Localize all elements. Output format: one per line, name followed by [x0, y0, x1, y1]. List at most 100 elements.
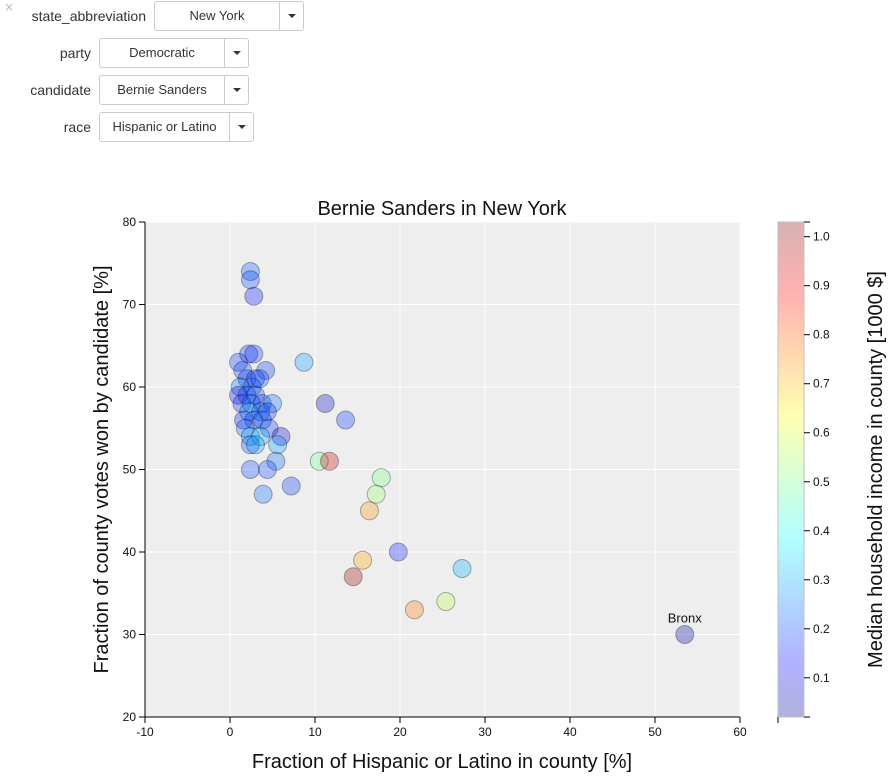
data-point: [246, 385, 265, 405]
party-dropdown-toggle[interactable]: [224, 39, 248, 67]
data-point: [294, 352, 314, 372]
colorbar-tick-label: 0.6: [813, 426, 830, 440]
race-dropdown-toggle[interactable]: [229, 113, 253, 141]
data-point: [251, 427, 271, 446]
data-point: [246, 435, 265, 455]
state-dropdown[interactable]: New York: [154, 1, 304, 31]
colorbar-label: Median household income in county [1000 …: [865, 271, 887, 668]
data-point: [252, 394, 272, 413]
data-point: [256, 361, 276, 380]
party-dropdown[interactable]: Democratic: [99, 38, 249, 68]
colorbar-tick-label: 0.5: [813, 475, 830, 489]
state-label: state_abbreviation: [31, 8, 146, 24]
data-point: [404, 600, 424, 620]
colorbar-tick-label: 0.4: [813, 524, 830, 538]
data-point: [309, 451, 329, 471]
data-point: [336, 410, 356, 430]
colorbar-tick-label: 0.2: [813, 622, 830, 636]
x-axis-label: Fraction of Hispanic or Latino in county…: [252, 751, 632, 773]
data-point: [359, 501, 379, 521]
data-point: [253, 484, 273, 504]
data-point: [229, 352, 248, 372]
data-point: [343, 567, 363, 587]
party-label: party: [59, 45, 91, 61]
data-point: [237, 369, 257, 389]
data-point: [240, 270, 260, 290]
data-point: [257, 460, 277, 479]
data-point: [240, 460, 260, 479]
data-point: [239, 402, 259, 422]
x-tick-label: 30: [478, 725, 492, 739]
colorbar-tick-label: 0.8: [813, 328, 830, 342]
control-state: state_abbreviation New York: [0, 1, 320, 33]
data-point: [250, 369, 270, 389]
data-point: [240, 262, 260, 281]
state-dropdown-value: New York: [189, 8, 245, 23]
colorbar-tick-label: 0.9: [813, 279, 830, 293]
colorbar-tick-label: 0.3: [813, 573, 830, 587]
x-tick-label: 60: [733, 725, 747, 739]
data-point: [246, 369, 265, 389]
point-annotation: Bronx: [668, 611, 702, 626]
colorbar: [777, 221, 805, 718]
colorbar-tick-label: 0.1: [813, 671, 830, 685]
candidate-dropdown-toggle[interactable]: [224, 76, 248, 104]
data-point: [388, 542, 408, 562]
data-point: [233, 361, 253, 380]
y-tick-label: 20: [123, 710, 137, 724]
y-tick-label: 40: [123, 545, 137, 559]
race-label: race: [63, 119, 91, 135]
x-tick-label: 40: [563, 725, 577, 739]
data-point: [319, 451, 339, 471]
race-dropdown[interactable]: Hispanic or Latino: [99, 112, 254, 142]
data-point: [239, 344, 259, 364]
chart-title: Bernie Sanders in New York: [317, 198, 567, 220]
data-point: [252, 410, 272, 430]
data-point: [232, 394, 252, 413]
control-party: party Democratic: [0, 38, 260, 70]
close-icon[interactable]: ×: [4, 0, 15, 14]
x-tick-label: 0: [227, 725, 234, 739]
data-point: [251, 402, 271, 422]
data-point: [266, 451, 286, 471]
y-axis-label: Fraction of county votes won by candidat…: [91, 266, 113, 674]
control-candidate: candidate Bernie Sanders: [0, 75, 260, 107]
candidate-label: candidate: [30, 82, 91, 98]
data-point: [452, 559, 472, 578]
data-point: [230, 377, 250, 397]
x-tick-label: 20: [393, 725, 407, 739]
data-point: [263, 394, 282, 413]
x-tick-label: -10: [136, 725, 154, 739]
candidate-dropdown[interactable]: Bernie Sanders: [99, 75, 249, 105]
x-tick-label: 50: [648, 725, 662, 739]
state-dropdown-toggle[interactable]: [279, 2, 303, 30]
data-point: [235, 418, 255, 438]
chevron-down-icon: [233, 88, 241, 92]
data-point: [675, 625, 695, 644]
data-point: [244, 410, 264, 430]
data-point: [315, 394, 335, 413]
colorbar-tick-label: 1.0: [813, 230, 830, 244]
data-point: [240, 427, 260, 446]
data-point: [244, 286, 264, 306]
y-tick-label: 70: [123, 298, 137, 312]
data-point: [242, 377, 262, 397]
x-tick-label: 10: [308, 725, 322, 739]
colorbar-tick-label: 0.7: [813, 377, 830, 391]
data-point: [436, 592, 456, 611]
data-point: [371, 468, 391, 488]
scatter-chart: Bronx -10 0 10 20 30 40 50 60 20 30 40 50 60 70 80 Ber…: [91, 198, 887, 773]
data-point: [241, 394, 261, 413]
data-point: [281, 476, 301, 496]
data-point: [259, 418, 279, 438]
data-point: [240, 435, 260, 455]
race-dropdown-value: Hispanic or Latino: [112, 119, 217, 134]
y-tick-label: 50: [123, 463, 137, 477]
y-tick-label: 60: [123, 380, 137, 394]
party-dropdown-value: Democratic: [129, 45, 195, 60]
y-tick-label: 80: [123, 215, 137, 229]
data-point: [353, 550, 373, 570]
data-point: [244, 344, 264, 364]
y-tick-label: 30: [123, 628, 137, 642]
control-race: race Hispanic or Latino: [0, 112, 260, 144]
